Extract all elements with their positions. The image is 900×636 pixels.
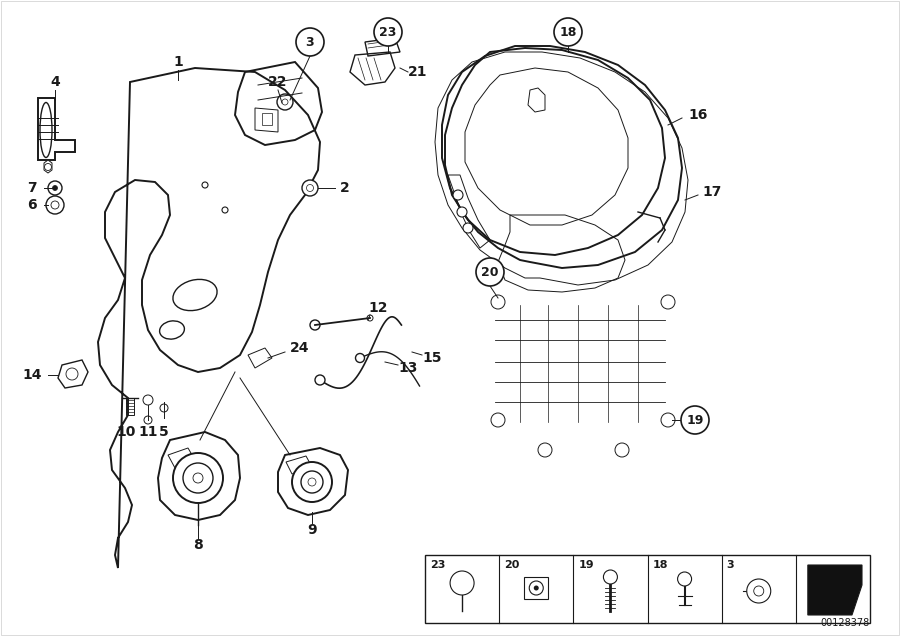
Circle shape	[308, 478, 316, 486]
Circle shape	[143, 395, 153, 405]
Text: 4: 4	[50, 75, 60, 89]
Text: 8: 8	[194, 538, 202, 552]
Circle shape	[310, 320, 320, 330]
Circle shape	[315, 375, 325, 385]
Text: 9: 9	[307, 523, 317, 537]
Text: 10: 10	[116, 425, 136, 439]
Circle shape	[491, 413, 505, 427]
Circle shape	[661, 413, 675, 427]
Text: 18: 18	[652, 560, 668, 570]
Text: 15: 15	[422, 351, 442, 365]
Text: 1: 1	[173, 55, 183, 69]
Circle shape	[44, 163, 51, 170]
Circle shape	[307, 184, 313, 191]
Text: 16: 16	[688, 108, 707, 122]
Circle shape	[277, 94, 293, 110]
Circle shape	[681, 406, 709, 434]
Text: 2: 2	[340, 181, 350, 195]
Text: 21: 21	[409, 65, 428, 79]
Text: 3: 3	[306, 36, 314, 48]
Circle shape	[296, 28, 324, 56]
Bar	[425, 555, 870, 623]
Text: 14: 14	[22, 368, 41, 382]
Circle shape	[534, 586, 539, 590]
Text: 11: 11	[139, 425, 158, 439]
Circle shape	[356, 354, 364, 363]
Circle shape	[678, 572, 691, 586]
Polygon shape	[44, 160, 52, 173]
Circle shape	[52, 186, 58, 191]
Text: 23: 23	[379, 25, 397, 39]
Circle shape	[302, 180, 318, 196]
Circle shape	[46, 196, 64, 214]
Circle shape	[661, 295, 675, 309]
Circle shape	[615, 443, 629, 457]
Text: 3: 3	[726, 560, 734, 570]
Text: 20: 20	[482, 265, 499, 279]
Circle shape	[48, 181, 62, 195]
Circle shape	[367, 315, 373, 321]
Text: 5: 5	[159, 425, 169, 439]
Text: 13: 13	[399, 361, 418, 375]
Circle shape	[554, 18, 582, 46]
Bar	[524, 577, 548, 599]
Text: 19: 19	[579, 560, 594, 570]
Text: 24: 24	[290, 341, 310, 355]
Text: 18: 18	[559, 25, 577, 39]
Text: 19: 19	[687, 413, 704, 427]
Text: 17: 17	[702, 185, 722, 199]
Circle shape	[457, 207, 467, 217]
Polygon shape	[808, 565, 862, 615]
Text: 20: 20	[504, 560, 519, 570]
Circle shape	[476, 258, 504, 286]
Circle shape	[183, 463, 213, 493]
Text: 00128378: 00128378	[821, 618, 870, 628]
Circle shape	[173, 453, 223, 503]
Text: 12: 12	[368, 301, 388, 315]
Circle shape	[193, 473, 203, 483]
Circle shape	[491, 295, 505, 309]
Circle shape	[282, 99, 288, 105]
Circle shape	[301, 471, 323, 493]
Circle shape	[754, 586, 764, 596]
Circle shape	[222, 207, 228, 213]
Text: 7: 7	[27, 181, 37, 195]
Circle shape	[450, 571, 474, 595]
Circle shape	[144, 416, 152, 424]
Circle shape	[292, 462, 332, 502]
Circle shape	[538, 443, 552, 457]
Circle shape	[603, 570, 617, 584]
Circle shape	[160, 404, 168, 412]
Text: 22: 22	[268, 75, 288, 89]
Text: 6: 6	[27, 198, 37, 212]
Circle shape	[529, 581, 544, 595]
Circle shape	[374, 18, 402, 46]
Circle shape	[51, 201, 59, 209]
Circle shape	[66, 368, 78, 380]
Circle shape	[453, 190, 463, 200]
Circle shape	[747, 579, 770, 603]
Circle shape	[463, 223, 473, 233]
Circle shape	[202, 182, 208, 188]
Text: 23: 23	[430, 560, 446, 570]
